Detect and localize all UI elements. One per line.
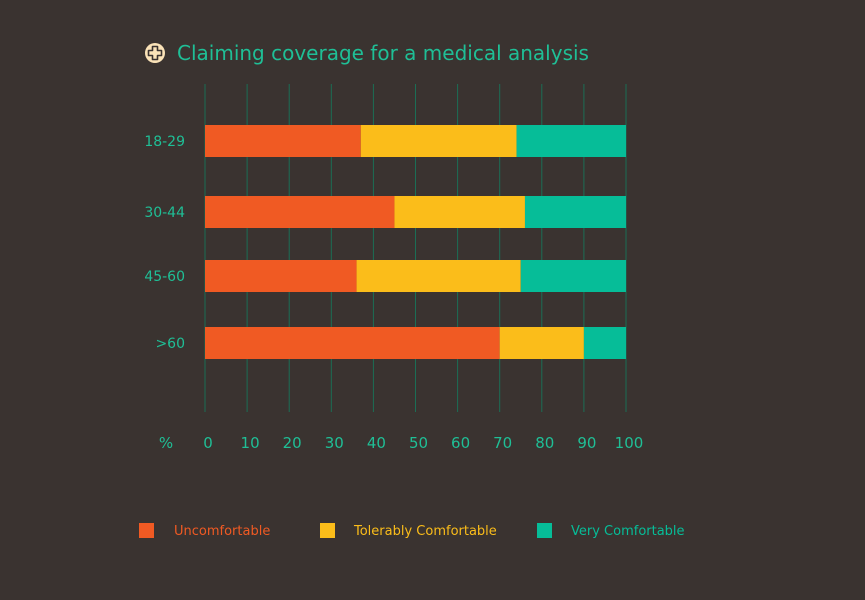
bar-segment-3-row-1 [516,125,626,157]
legend-swatch [537,523,552,538]
bar-segment-1-row-4 [205,327,500,359]
legend-label: Tolerably Comfortable [353,524,497,539]
x-tick-label: 90 [577,434,596,452]
legend-label: Uncomfortable [174,524,270,539]
medical-cross-icon [145,43,165,63]
x-tick-label: 20 [283,434,302,452]
category-label: 45-60 [144,269,185,285]
x-tick-label: 10 [241,434,260,452]
legend-swatch [139,523,154,538]
chart-title: Claiming coverage for a medical analysis [177,41,589,65]
bar-segment-2-row-2 [394,196,525,228]
legend-label: Very Comfortable [571,524,685,539]
category-label: 30-44 [144,205,185,221]
x-tick-label: 0 [203,434,213,452]
category-label: 18-29 [144,134,185,150]
bar-segment-2-row-1 [360,125,517,157]
x-tick-label: 70 [493,434,512,452]
bars [205,125,626,359]
chart-title-group: Claiming coverage for a medical analysis [145,41,589,65]
category-label: >60 [155,336,185,352]
bar-segment-2-row-4 [499,327,584,359]
category-labels: 18-29 30-44 45-60 >60 [144,134,185,352]
x-tick-label: 100 [615,434,644,452]
bar-segment-1-row-2 [205,196,395,228]
bar-segment-1-row-1 [205,125,361,157]
x-axis-ticks: % 0 10 20 30 40 50 60 70 80 90 100 [159,434,643,452]
x-tick-label: 30 [325,434,344,452]
x-axis-unit-label: % [159,434,173,452]
x-tick-label: 50 [409,434,428,452]
x-tick-label: 40 [367,434,386,452]
bar-segment-3-row-4 [583,327,626,359]
bar-segment-3-row-3 [520,260,626,292]
legend-swatch [320,523,335,538]
bar-segment-1-row-3 [205,260,357,292]
legend: Uncomfortable Tolerably Comfortable Very C… [139,523,685,539]
bar-segment-2-row-3 [356,260,521,292]
x-tick-label: 60 [451,434,470,452]
x-tick-label: 80 [535,434,554,452]
bar-segment-3-row-2 [524,196,626,228]
